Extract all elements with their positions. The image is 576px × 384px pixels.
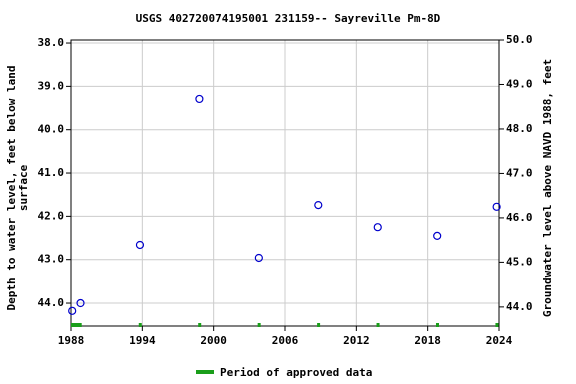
y-tick-label: 43.0 bbox=[38, 253, 65, 266]
y-tick-label: 40.0 bbox=[38, 123, 65, 136]
data-point bbox=[135, 240, 145, 250]
y2-tick-label: 50.0 bbox=[506, 33, 533, 46]
x-tick-label: 1988 bbox=[58, 334, 85, 347]
y2-axis-label: Groundwater level above NAVD 1988, feet bbox=[541, 59, 554, 317]
x-tick-label: 1994 bbox=[129, 334, 156, 347]
data-point bbox=[373, 223, 382, 232]
approved-period bbox=[495, 323, 499, 327]
y2-tick-label: 46.0 bbox=[506, 211, 533, 224]
y-tick-label: 42.0 bbox=[38, 209, 65, 222]
approved-period bbox=[138, 323, 142, 327]
y-tick-label: 39.0 bbox=[38, 79, 65, 92]
x-tick-label: 2018 bbox=[414, 334, 441, 347]
legend-label: Period of approved data bbox=[220, 366, 372, 379]
x-tick-label: 2024 bbox=[486, 334, 513, 347]
x-tick-label: 2006 bbox=[272, 334, 299, 347]
approved-period bbox=[376, 323, 380, 327]
data-point bbox=[68, 306, 77, 315]
data-point bbox=[76, 298, 85, 308]
y2-tick-label: 48.0 bbox=[506, 122, 533, 135]
approved-period bbox=[435, 323, 439, 327]
y2-tick-label: 44.0 bbox=[506, 300, 533, 313]
y2-tick-label: 47.0 bbox=[506, 166, 533, 179]
y-axis-label: surface bbox=[17, 164, 30, 211]
data-point bbox=[254, 253, 263, 263]
approved-period bbox=[257, 323, 261, 327]
x-tick-label: 2012 bbox=[343, 334, 370, 347]
data-point bbox=[433, 231, 442, 240]
chart-title: USGS 402720074195001 231159-- Sayreville… bbox=[136, 12, 441, 25]
y-tick-label: 41.0 bbox=[38, 166, 65, 179]
approved-period bbox=[317, 323, 321, 327]
approved-period bbox=[71, 323, 82, 327]
y-tick-label: 44.0 bbox=[38, 296, 65, 309]
x-tick-label: 2000 bbox=[200, 334, 227, 347]
plot-frame bbox=[70, 39, 500, 327]
y2-tick-label: 45.0 bbox=[506, 255, 533, 268]
y-axis-label: Depth to water level, feet below land bbox=[5, 65, 18, 310]
data-point bbox=[314, 201, 323, 210]
approved-period bbox=[198, 323, 202, 327]
y2-tick-label: 49.0 bbox=[506, 77, 533, 90]
y-tick-label: 38.0 bbox=[38, 36, 65, 49]
data-point bbox=[195, 94, 204, 104]
data-point bbox=[492, 202, 501, 211]
